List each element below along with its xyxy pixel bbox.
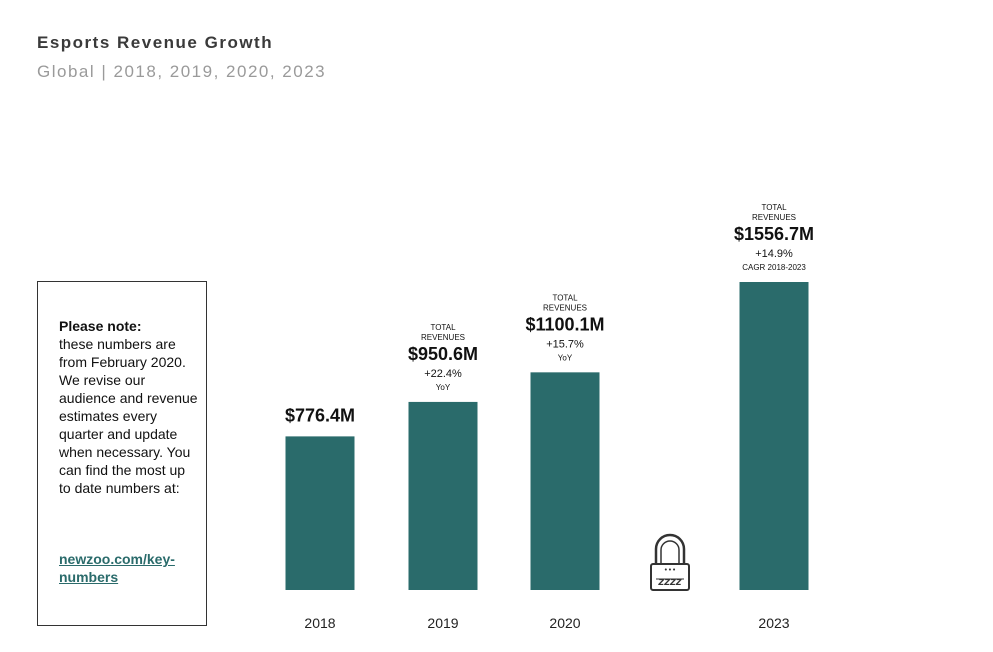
top-label-line2-2019: REVENUES <box>421 333 465 342</box>
note-text: Please note: these numbers are from Febr… <box>59 317 199 497</box>
top-label-line2-2020: REVENUES <box>543 303 587 312</box>
top-label-line1-2023: TOTAL <box>761 203 787 212</box>
note-heading: Please note: <box>59 318 142 334</box>
chart-subtitle: Global | 2018, 2019, 2020, 2023 <box>37 62 327 81</box>
labels-layer: 2018$776.4M2019TOTALREVENUES$950.6M+22.4… <box>285 203 814 631</box>
note-box: Please note: these numbers are from Febr… <box>37 281 207 626</box>
tick-label-2023: 2023 <box>758 615 789 631</box>
bar-2023 <box>739 282 809 590</box>
bar-2020 <box>530 372 600 590</box>
key-numbers-link[interactable]: newzoo.com/key-numbers <box>59 551 175 585</box>
svg-text:•••: ••• <box>664 566 676 574</box>
chart-title: Esports Revenue Growth <box>37 33 274 52</box>
top-label-line1-2020: TOTAL <box>552 293 578 302</box>
bars-layer <box>285 282 809 590</box>
top-label-line2-2023: REVENUES <box>752 213 796 222</box>
svg-text:ZZZZ: ZZZZ <box>657 578 681 587</box>
value-label-2019: $950.6M <box>408 344 478 364</box>
bar-2018 <box>285 436 355 590</box>
value-label-2023: $1556.7M <box>734 224 814 244</box>
value-label-2018: $776.4M <box>285 405 355 425</box>
note-body: these numbers are from February 2020. We… <box>59 336 198 496</box>
tick-label-2018: 2018 <box>304 615 335 631</box>
growth-label-2023: +14.9% <box>755 248 793 260</box>
lock-icon: ••• ZZZZ <box>650 533 690 591</box>
tick-label-2019: 2019 <box>427 615 458 631</box>
growth-note-2019: YoY <box>436 383 451 392</box>
growth-note-2020: YoY <box>558 353 573 362</box>
growth-label-2020: +15.7% <box>546 338 584 350</box>
growth-note-2023: CAGR 2018-2023 <box>742 263 806 272</box>
value-label-2020: $1100.1M <box>525 314 604 334</box>
growth-label-2019: +22.4% <box>424 368 462 380</box>
bar-2019 <box>408 401 478 590</box>
tick-label-2020: 2020 <box>549 615 580 631</box>
top-label-line1-2019: TOTAL <box>430 323 456 332</box>
